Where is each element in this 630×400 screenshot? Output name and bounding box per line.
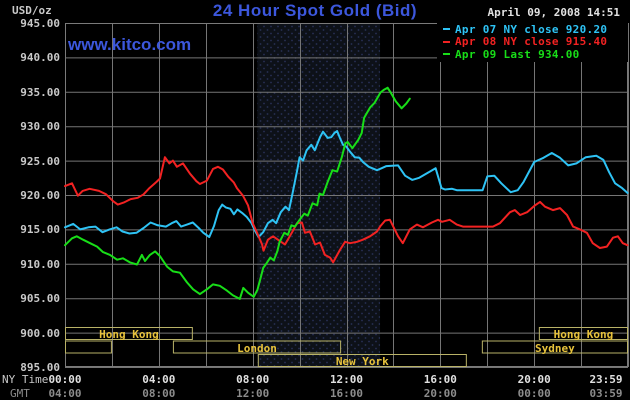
x-axis-gmt-label: GMT (10, 387, 30, 400)
x-tick-label-ny: 00:00 (48, 373, 82, 386)
session-label-new-york: New York (335, 355, 389, 368)
session-label-hong-kong-late: Hong Kong (553, 328, 614, 341)
x-tick-label-gmt: 08:00 (142, 387, 176, 400)
session-box-sydney (481, 340, 628, 354)
legend-dash-icon (443, 40, 450, 43)
series-line-apr-09 (64, 86, 411, 300)
session-box-hong-kong-early (65, 327, 193, 340)
y-tick-label: 895.00 (20, 361, 60, 374)
x-tick-label-gmt: 04:00 (48, 387, 82, 400)
kitco-watermark-link[interactable]: www.kitco.com (68, 35, 192, 54)
y-tick-label: 940.00 (20, 51, 60, 65)
x-tick-label-gmt: 00:00 (517, 387, 551, 400)
x-tick-label-gmt: 20:00 (423, 387, 457, 400)
y-tick-label: 930.00 (20, 120, 60, 134)
session-label-london: London (237, 341, 277, 355)
session-box-london (172, 340, 342, 354)
x-tick-label-gmt: 16:00 (329, 387, 364, 400)
x-tick-label-ny: 16:00 (423, 373, 457, 386)
x-tick-label-gmt: 03:59 (589, 387, 623, 400)
series-line-apr-07 (64, 130, 629, 238)
y-tick-label: 935.00 (20, 85, 60, 99)
y-tick-label: 920.00 (20, 189, 60, 202)
legend-label: Apr 09 Last 934.00 (455, 47, 580, 61)
y-tick-label: 915.00 (20, 223, 60, 237)
legend-dash-icon (443, 53, 450, 56)
y-tick-label: 910.00 (20, 257, 60, 271)
legend-item-apr07: Apr 07 NY close 920.20 (443, 23, 628, 36)
legend: Apr 07 NY close 920.20 Apr 08 NY close 9… (437, 21, 628, 62)
x-tick-label-ny: 12:00 (329, 373, 364, 386)
session-box-sydney-overnight (65, 340, 112, 354)
y-tick-label: 925.00 (20, 154, 60, 168)
legend-label: Apr 08 NY close 915.40 (455, 35, 608, 49)
session-label-sydney: Sydney (535, 341, 575, 355)
x-tick-label-ny: 20:00 (517, 373, 551, 386)
series-line-apr-08 (64, 156, 629, 264)
session-label-hong-kong-early: Hong Kong (99, 328, 159, 341)
session-box-new-york (257, 354, 467, 367)
chart-title: 24 Hour Spot Gold (Bid) (212, 1, 418, 20)
x-tick-label-ny: 04:00 (142, 373, 176, 386)
legend-item-apr08: Apr 08 NY close 915.40 (443, 35, 628, 49)
y-axis-units-label: USD/oz (12, 4, 52, 17)
y-tick-label: 900.00 (20, 326, 60, 340)
session-box-hong-kong-late (538, 327, 629, 340)
x-axis-ny-time-label: NY Time (2, 373, 49, 386)
x-tick-label-gmt: 12:00 (236, 387, 270, 400)
x-tick-label-ny: 23:59 (589, 373, 623, 386)
legend-label: Apr 07 NY close 920.20 (455, 22, 608, 36)
y-tick-label: 945.00 (20, 17, 60, 30)
legend-item-apr09: Apr 09 Last 934.00 (443, 48, 628, 61)
chart-datetime: April 09, 2008 14:51 (487, 6, 620, 19)
y-tick-label: 905.00 (20, 292, 60, 306)
x-tick-label-ny: 08:00 (236, 373, 270, 386)
legend-dash-icon (443, 28, 450, 31)
